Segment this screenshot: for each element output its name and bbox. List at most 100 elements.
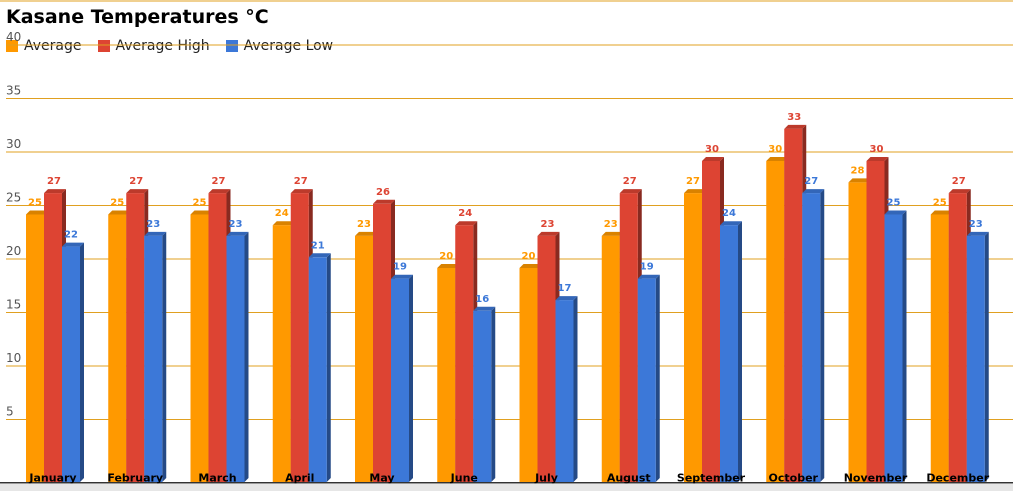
bar	[144, 235, 163, 482]
y-tick-label: 25	[6, 191, 21, 205]
bar	[930, 214, 949, 482]
bar	[108, 214, 127, 482]
legend-swatch-average	[6, 40, 18, 52]
bar	[766, 161, 785, 482]
bar-top	[144, 231, 167, 236]
data-label: 24	[275, 208, 289, 219]
bar-top	[802, 189, 825, 194]
bar	[802, 193, 821, 482]
y-tick-label: 5	[6, 405, 14, 419]
bar-top	[190, 210, 213, 215]
bar	[866, 161, 885, 482]
x-tick-label: February	[107, 472, 163, 485]
data-label: 30	[870, 144, 884, 155]
bar	[784, 128, 803, 482]
bar-top	[555, 296, 578, 301]
bar-top	[848, 178, 871, 183]
bar-side	[655, 274, 660, 482]
data-label: 24	[458, 208, 472, 219]
data-label: 17	[558, 283, 572, 294]
legend-item-average[interactable]: Average	[6, 38, 82, 54]
data-label: 27	[804, 176, 818, 187]
data-label: 22	[64, 230, 78, 241]
x-tick-label: January	[28, 472, 76, 485]
bar	[519, 268, 538, 482]
data-label: 23	[357, 219, 371, 230]
legend-label-average-high: Average High	[115, 38, 210, 54]
data-label: 23	[604, 219, 618, 230]
bar	[208, 193, 227, 482]
y-tick-label: 15	[6, 298, 21, 312]
data-label: 28	[851, 165, 865, 176]
legend-item-average-high[interactable]: Average High	[97, 38, 210, 54]
data-label: 27	[952, 176, 966, 187]
floor-shadow	[0, 484, 1013, 491]
bar-top	[308, 253, 331, 258]
bar-top	[784, 124, 807, 129]
data-label: 27	[623, 176, 637, 187]
bar-top	[537, 231, 560, 236]
bar-side	[573, 296, 578, 482]
y-tick-label: 40	[6, 30, 21, 44]
data-label: 33	[787, 112, 801, 123]
bar-top	[766, 157, 789, 161]
legend-label-average-low: Average Low	[243, 38, 334, 54]
x-tick-label: July	[534, 472, 558, 485]
bar-top	[126, 189, 149, 194]
bar-top	[601, 231, 624, 236]
bar-top	[930, 210, 953, 215]
data-label: 30	[768, 144, 782, 155]
bar-side	[162, 231, 167, 482]
bar	[702, 161, 720, 482]
bar-top	[720, 221, 742, 226]
bar-top	[108, 210, 131, 215]
bar-top	[290, 189, 313, 194]
bar	[226, 235, 245, 482]
bar-top	[272, 221, 295, 226]
legend-item-average-low[interactable]: Average Low	[225, 38, 334, 54]
bar	[555, 300, 574, 482]
data-label: 24	[722, 208, 736, 219]
bar	[619, 193, 638, 482]
bar-top	[948, 189, 971, 194]
bar-top	[519, 264, 542, 268]
data-label: 23	[229, 219, 243, 230]
bar	[391, 278, 409, 482]
data-label: 26	[376, 187, 390, 198]
x-tick-label: March	[198, 472, 236, 485]
bar-top	[26, 210, 48, 215]
bar-top	[208, 189, 231, 194]
data-label: 25	[28, 198, 42, 209]
data-label: 19	[393, 262, 407, 273]
bar	[948, 193, 967, 482]
bar-top	[619, 189, 642, 194]
bar	[26, 214, 44, 482]
bar-top	[44, 189, 66, 194]
data-label: 25	[933, 198, 947, 209]
bar-side	[491, 306, 496, 482]
bar-top	[355, 231, 377, 236]
bar	[848, 182, 867, 482]
bar-side	[80, 242, 84, 482]
data-label: 23	[541, 219, 555, 230]
legend-label-average: Average	[24, 38, 82, 54]
data-label: 25	[887, 198, 901, 209]
bar	[884, 214, 903, 482]
bar-top	[684, 189, 706, 194]
y-tick-label: 10	[6, 351, 21, 365]
data-label: 16	[475, 294, 489, 305]
bar	[373, 203, 391, 483]
bar-top	[884, 210, 907, 215]
bar-top	[702, 157, 724, 161]
data-label: 19	[640, 262, 654, 273]
bar	[308, 257, 327, 482]
bar	[355, 235, 373, 482]
bar-top	[226, 231, 249, 236]
data-label: 27	[47, 176, 61, 187]
bar	[290, 193, 309, 482]
x-tick-label: December	[926, 472, 989, 485]
bar-side	[820, 189, 825, 482]
bar	[966, 235, 985, 482]
bar-top	[62, 242, 84, 247]
